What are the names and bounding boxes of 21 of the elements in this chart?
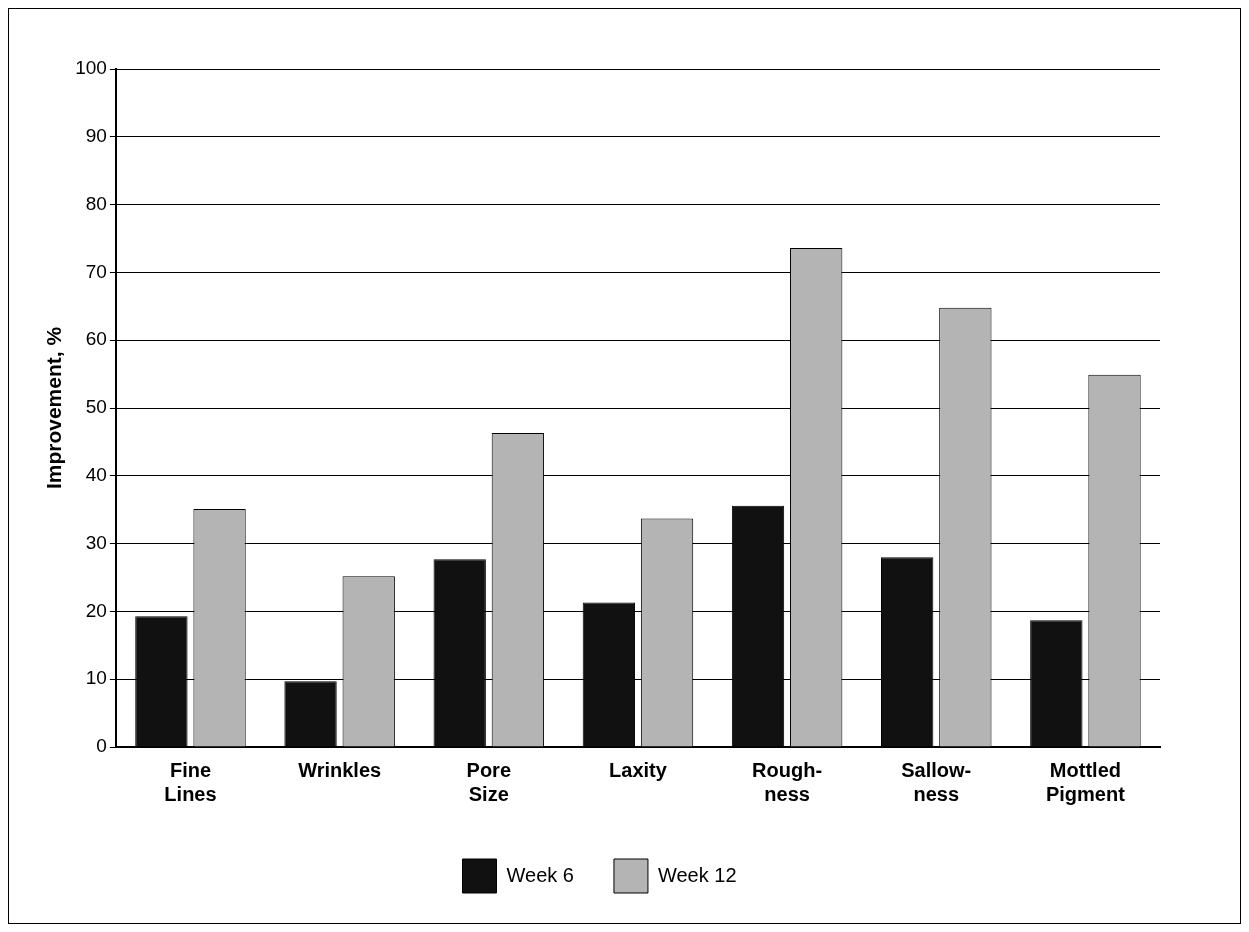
y-tick-label: 10: [85, 667, 107, 689]
y-tick-label: 70: [85, 260, 107, 282]
y-tick-label: 80: [85, 192, 107, 214]
legend-label: Week 6: [506, 863, 574, 886]
x-tick-label: Mottled Pigment: [1045, 758, 1126, 805]
x-tick-label: Fine Lines: [164, 758, 217, 805]
x-tick-label: Sallow- ness: [901, 758, 972, 805]
y-tick-label: 30: [85, 531, 107, 553]
y-tick-label: 100: [75, 57, 107, 79]
y-tick-label: 40: [85, 464, 107, 486]
y-axis-title: Improvement, %: [42, 326, 66, 490]
x-tick-label: Wrinkles: [298, 758, 382, 781]
y-tick-label: 90: [85, 125, 107, 147]
x-tick-label: Laxity: [609, 758, 668, 781]
y-tick-label: 20: [85, 599, 107, 621]
y-tick-label: 50: [85, 396, 107, 418]
y-tick-label: 0: [96, 735, 107, 757]
y-tick-label: 60: [85, 328, 107, 350]
x-tick-label: Rough- ness: [752, 758, 823, 805]
x-tick-label: Pore Size: [466, 758, 512, 805]
legend-label: Week 12: [657, 863, 737, 886]
